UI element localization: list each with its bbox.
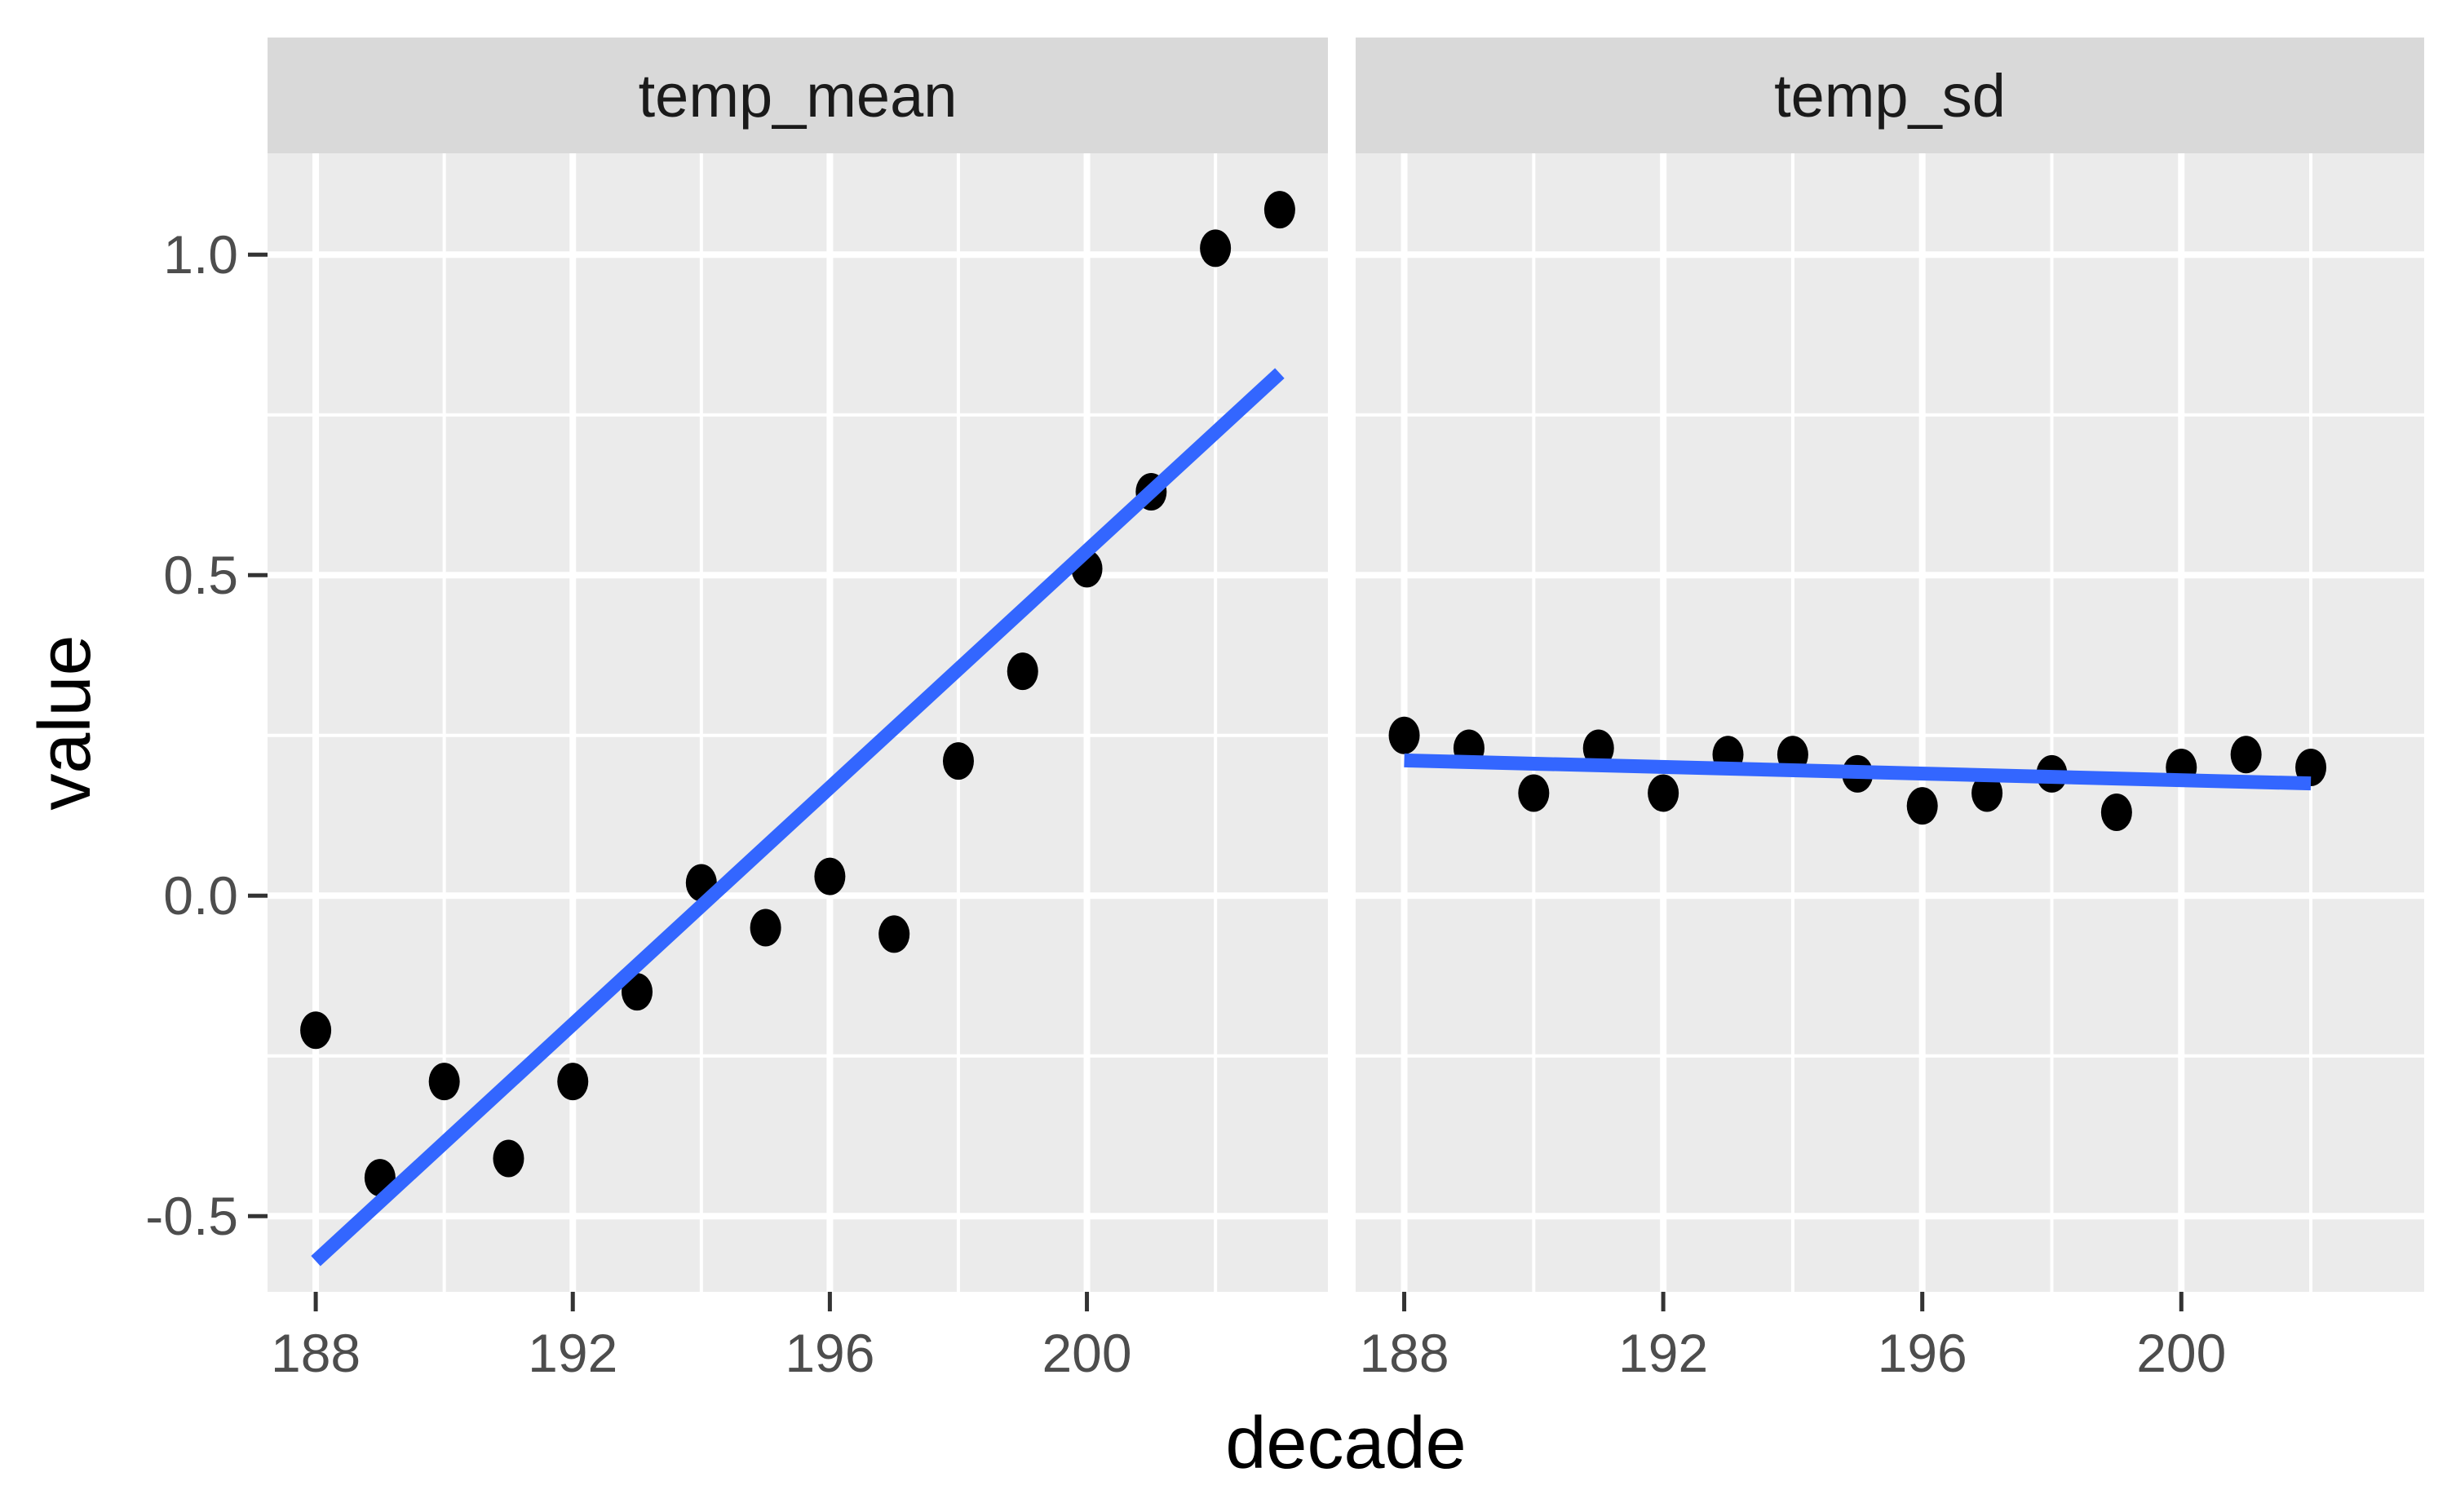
- y-tick-label: 0.0: [163, 865, 238, 926]
- data-point: [1263, 191, 1295, 229]
- data-point: [300, 1011, 332, 1050]
- data-point: [942, 742, 974, 780]
- data-point: [2100, 794, 2132, 832]
- x-tick-label: 200: [2136, 1323, 2226, 1383]
- data-point: [1971, 774, 2003, 812]
- data-point: [1906, 787, 1938, 825]
- y-tick-label: 0.5: [163, 545, 238, 605]
- y-tick-label: -0.5: [145, 1186, 238, 1246]
- facet-strip-label-temp-mean: temp_mean: [639, 62, 958, 130]
- facet-strip: [1356, 38, 2424, 153]
- panel-background: [268, 153, 1328, 1292]
- facet-strip-label-temp-sd: temp_sd: [1774, 62, 2006, 130]
- chart-render-layer: 188 192 196 200 188 192 196 200 1.0 0.5 0.0 -0.5: [145, 38, 2424, 1383]
- data-point: [622, 973, 653, 1011]
- data-point: [878, 915, 910, 953]
- x-tick-label: 196: [1878, 1323, 1967, 1383]
- x-tick-label: 192: [528, 1323, 617, 1383]
- data-point: [814, 857, 846, 895]
- data-point: [1200, 229, 1232, 267]
- data-point: [750, 909, 781, 947]
- x-axis-title: decade: [1225, 1403, 1466, 1484]
- trend-line: [1404, 753, 2312, 791]
- data-point: [2230, 736, 2262, 774]
- data-point: [1648, 774, 1679, 812]
- panel-background: [1356, 153, 2424, 1292]
- data-point: [1388, 716, 1420, 754]
- x-tick-label: 188: [1359, 1323, 1449, 1383]
- data-point: [1518, 774, 1550, 812]
- x-tick-label: 192: [1618, 1323, 1708, 1383]
- x-tick-label: 188: [271, 1323, 361, 1383]
- data-point: [1582, 729, 1614, 767]
- data-point: [557, 1063, 589, 1101]
- data-point: [1007, 652, 1038, 691]
- trend-line: [311, 368, 1285, 1267]
- data-point: [428, 1063, 460, 1101]
- y-tick-label: 1.0: [163, 224, 238, 285]
- x-tick-label: 196: [785, 1323, 874, 1383]
- data-point: [493, 1139, 524, 1178]
- x-tick-label: 200: [1042, 1323, 1131, 1383]
- y-axis-title: value: [24, 634, 106, 810]
- facet-strip: [268, 38, 1328, 153]
